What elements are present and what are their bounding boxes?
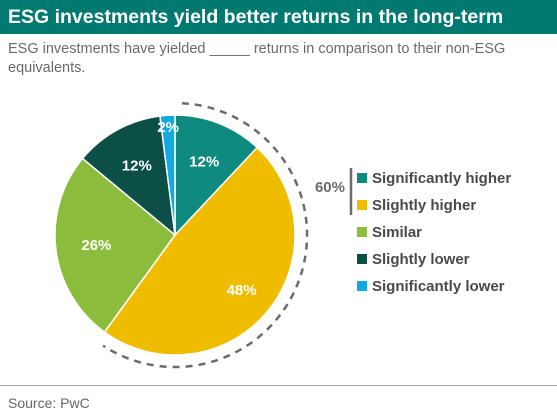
slice-label-similar: 26%	[81, 237, 111, 254]
legend-label-similar: Similar	[372, 224, 422, 241]
source-note: Source: PwC	[8, 395, 90, 411]
slice-label-significantly-lower: 2%	[157, 119, 179, 136]
legend-swatch-similar	[357, 227, 367, 237]
legend-swatch-significantly-higher	[357, 173, 367, 183]
pie-slice-similar	[54, 157, 177, 334]
legend-label-slightly-lower: Slightly lower	[372, 251, 470, 268]
slice-label-significantly-higher: 12%	[189, 153, 219, 170]
legend: Significantly higher Slightly higher Simil…	[357, 170, 511, 295]
pie-slice-significantly-lower	[159, 114, 176, 236]
legend-label-significantly-lower: Significantly lower	[372, 278, 505, 295]
legend-swatch-slightly-higher	[357, 200, 367, 210]
dashed-arc	[102, 101, 309, 369]
pie-labels: 12% 48% 26% 12% 2%	[81, 119, 256, 299]
pie-slice-slightly-lower	[81, 115, 176, 237]
pie-slice-significantly-higher	[174, 114, 259, 237]
source-divider	[0, 385, 557, 386]
chart-subtitle: ESG investments have yielded _____ retur…	[8, 41, 506, 76]
chart-title: ESG investments yield better returns in …	[0, 0, 557, 34]
bracket-label: 60%	[315, 179, 345, 196]
slice-label-slightly-lower: 12%	[122, 158, 152, 175]
legend-swatch-significantly-lower	[357, 281, 367, 291]
pie-chart: 12%48%26%12%2% 60% Significantly higherS…	[54, 101, 511, 369]
pie-slices	[54, 114, 296, 356]
legend-label-slightly-higher: Slightly higher	[372, 197, 476, 214]
legend-label-significantly-higher: Significantly higher	[372, 170, 511, 187]
slice-label-slightly-higher: 48%	[227, 282, 257, 299]
pie-slice-slightly-higher	[103, 146, 296, 356]
legend-swatch-slightly-lower	[357, 254, 367, 264]
